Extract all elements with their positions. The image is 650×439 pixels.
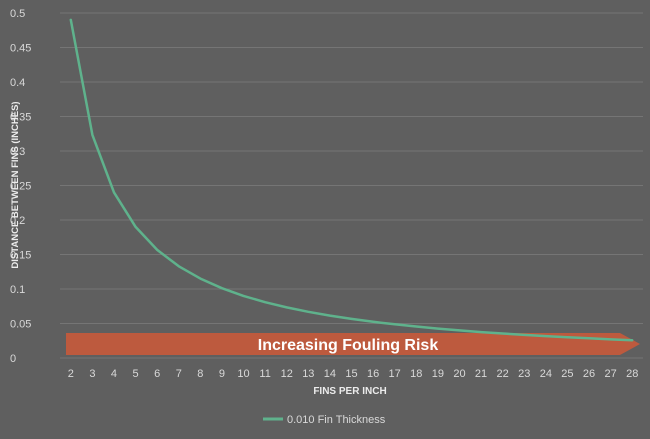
x-tick-label: 12 bbox=[281, 368, 293, 380]
x-tick-label: 9 bbox=[219, 368, 225, 380]
x-tick-label: 21 bbox=[475, 368, 487, 380]
x-tick-label: 18 bbox=[410, 368, 422, 380]
legend-label: 0.010 Fin Thickness bbox=[287, 414, 386, 426]
x-tick-label: 11 bbox=[259, 368, 270, 380]
x-tick-label: 15 bbox=[345, 368, 357, 380]
y-tick-labels: 0 0.05 0.1 0.15 0.2 0.25 0.3 0.35 0.4 0.45 0.5 bbox=[10, 8, 31, 365]
x-axis-title: FINS PER INCH bbox=[313, 386, 386, 397]
x-tick-label: 10 bbox=[237, 368, 249, 380]
y-tick-label: 0.4 bbox=[10, 77, 25, 89]
x-tick-label: 17 bbox=[389, 368, 401, 380]
x-tick-label: 23 bbox=[518, 368, 530, 380]
x-tick-label: 20 bbox=[453, 368, 465, 380]
fouling-risk-arrow: Increasing Fouling Risk bbox=[66, 333, 640, 355]
y-tick-label: 0.3 bbox=[10, 146, 25, 158]
series-line bbox=[69, 18, 634, 342]
x-tick-label: 26 bbox=[583, 368, 595, 380]
x-tick-label: 14 bbox=[324, 368, 336, 380]
legend: 0.010 Fin Thickness bbox=[263, 414, 386, 426]
y-tick-label: 0.05 bbox=[10, 319, 31, 331]
x-tick-labels: 2 3 4 5 6 7 8 9 10 11 12 13 14 15 16 17 18 19 20 21 22 23 24 25… bbox=[68, 368, 639, 380]
y-tick-label: 0.15 bbox=[10, 250, 31, 262]
x-tick-label: 25 bbox=[561, 368, 573, 380]
x-tick-label: 28 bbox=[626, 368, 638, 380]
x-tick-label: 6 bbox=[154, 368, 160, 380]
gridlines bbox=[60, 12, 643, 359]
x-tick-label: 7 bbox=[176, 368, 182, 380]
x-tick-label: 19 bbox=[432, 368, 444, 380]
y-tick-label: 0.5 bbox=[10, 8, 25, 20]
x-tick-label: 4 bbox=[111, 368, 117, 380]
x-tick-label: 8 bbox=[197, 368, 203, 380]
y-tick-label: 0.2 bbox=[10, 215, 25, 227]
fouling-risk-arrow-shape bbox=[66, 333, 640, 355]
x-tick-label: 2 bbox=[68, 368, 74, 380]
y-tick-label: 0.45 bbox=[10, 43, 31, 55]
y-tick-label: 0.1 bbox=[10, 284, 25, 296]
y-tick-label: 0 bbox=[10, 353, 16, 365]
x-tick-label: 24 bbox=[540, 368, 552, 380]
y-tick-label: 0.25 bbox=[10, 181, 31, 193]
x-tick-label: 5 bbox=[133, 368, 139, 380]
x-tick-label: 22 bbox=[497, 368, 509, 380]
fouling-risk-label: Increasing Fouling Risk bbox=[258, 337, 439, 354]
series-lines bbox=[69, 18, 634, 342]
x-tick-label: 3 bbox=[89, 368, 95, 380]
x-tick-label: 27 bbox=[604, 368, 616, 380]
x-tick-label: 16 bbox=[367, 368, 379, 380]
x-tick-label: 13 bbox=[302, 368, 314, 380]
y-tick-label: 0.35 bbox=[10, 112, 31, 124]
y-axis-title: DISTANCE BETWEEN FINS (INCHES) bbox=[10, 101, 21, 268]
